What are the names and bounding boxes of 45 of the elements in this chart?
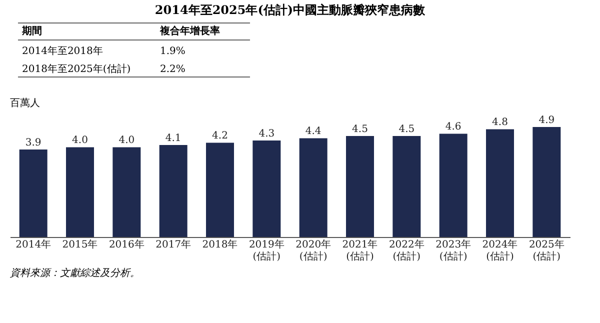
text: 2014年至2018年 xyxy=(22,45,103,57)
x-tick-label: 2023年 (估計) xyxy=(436,238,472,262)
x-tick-label: 2015年 xyxy=(62,238,98,250)
text: 2018年至2025年(估計) xyxy=(22,63,131,75)
bar xyxy=(532,127,561,237)
bar xyxy=(299,138,328,237)
bar xyxy=(346,136,374,237)
data-label: 4.5 xyxy=(398,124,415,135)
y-axis-title: 百萬人 xyxy=(10,97,40,109)
bar xyxy=(439,134,468,237)
data-label: 4.1 xyxy=(165,132,182,144)
text: 2.2% xyxy=(160,64,186,75)
x-tick-label: 2019年 (估計) xyxy=(248,238,284,262)
data-label: 4.8 xyxy=(492,117,508,128)
bar xyxy=(19,149,48,237)
data-label: 3.9 xyxy=(25,137,42,148)
bar xyxy=(206,142,234,237)
bar xyxy=(252,140,281,237)
x-tick-label: 2024年 (估計) xyxy=(482,238,518,262)
data-label: 4.6 xyxy=(445,122,462,133)
bar xyxy=(112,147,141,237)
x-tick-label: 2022年 (估計) xyxy=(388,238,424,262)
data-label: 4.0 xyxy=(118,135,135,146)
data-label: 4.4 xyxy=(305,126,322,138)
source-note: 資料來源：文獻綜述及分析。 xyxy=(10,267,140,279)
bar xyxy=(392,136,421,237)
x-tick-label: 2017年 xyxy=(156,238,192,250)
x-tick-label: 2016年 xyxy=(108,238,144,250)
x-tick-label: 2020年 (估計) xyxy=(296,238,332,262)
x-tick-label: 2021年 (估計) xyxy=(342,238,378,262)
bar xyxy=(159,144,188,237)
chart-title: 2014年至2025年(估計)中國主動脈瓣狹窄患病數 xyxy=(154,3,426,17)
x-tick-label: 2018年 xyxy=(202,238,238,250)
text: 複合年增長率 xyxy=(159,25,220,37)
bar xyxy=(486,129,514,237)
text: 期間 xyxy=(21,25,42,37)
bar xyxy=(66,147,94,237)
text: 1.9% xyxy=(160,46,186,57)
data-label: 4.3 xyxy=(258,128,275,140)
x-tick-label: 2014年 xyxy=(16,238,52,250)
data-label: 4.5 xyxy=(352,124,368,135)
data-label: 4.0 xyxy=(72,135,88,146)
data-label: 4.9 xyxy=(538,115,555,126)
data-label: 4.2 xyxy=(212,130,228,142)
x-tick-label: 2025年 (估計) xyxy=(528,238,564,262)
